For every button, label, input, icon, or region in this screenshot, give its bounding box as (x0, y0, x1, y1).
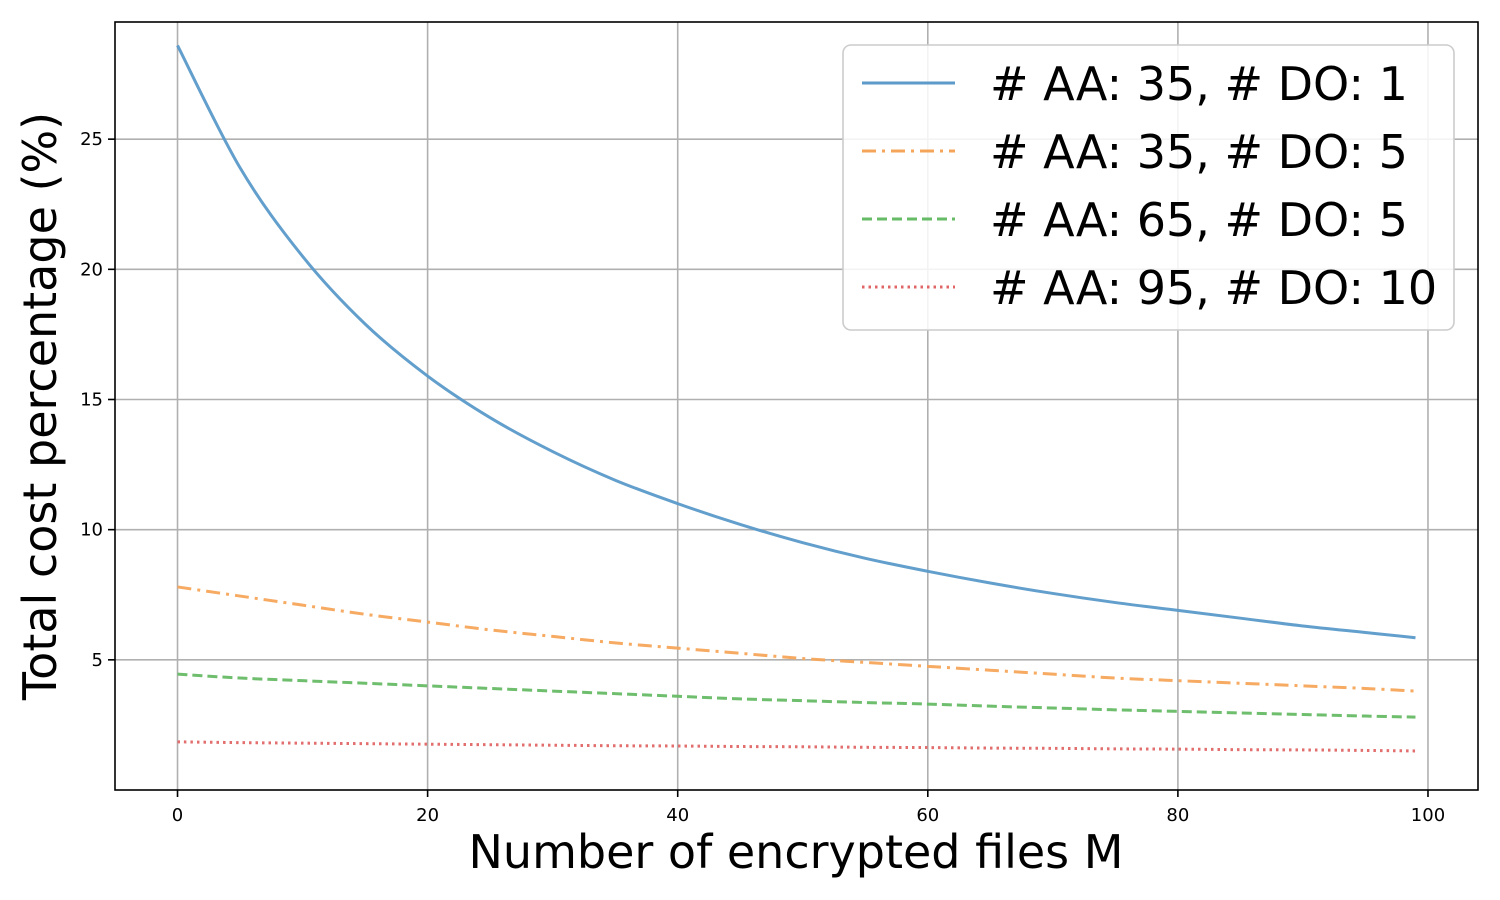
legend-box (842, 44, 1455, 331)
y-tick-label: 5 (92, 650, 103, 671)
x-tick-label: 20 (416, 805, 439, 826)
y-tick-label: 10 (80, 520, 103, 541)
plot-frame (114, 21, 1479, 791)
x-tick-label: 80 (1166, 805, 1189, 826)
x-tick-label: 0 (172, 805, 183, 826)
y-tick-label: 15 (80, 389, 103, 410)
legend-label-3: # AA: 65, # DO: 5 (990, 193, 1408, 247)
series-line-1 (176, 44, 1416, 640)
legend-label-4: # AA: 95, # DO: 10 (990, 261, 1437, 315)
axis-ticks: 0 20 40 60 80 100 5 10 15 20 25 (80, 129, 1445, 826)
legend-items: # AA: 35, # DO: 1 # AA: 35, # DO: 5 # AA: … (862, 57, 1437, 315)
x-tick-label: 100 (1411, 805, 1445, 826)
series-line-2 (177, 585, 1416, 693)
y-tick-label: 20 (80, 259, 103, 280)
legend-label-1: # AA: 35, # DO: 1 (990, 57, 1408, 111)
series-line-4 (177, 740, 1416, 753)
series-lines (176, 44, 1416, 753)
series-line-3 (177, 672, 1416, 719)
x-axis-title: Number of encrypted files M (469, 825, 1124, 879)
legend-label-2: # AA: 35, # DO: 5 (990, 125, 1408, 179)
y-axis-title: Total cost percentage (%) (13, 112, 67, 701)
x-tick-label: 40 (666, 805, 689, 826)
y-tick-label: 25 (80, 129, 103, 150)
x-tick-label: 60 (916, 805, 939, 826)
legend: # AA: 35, # DO: 1 # AA: 35, # DO: 5 # AA: … (842, 44, 1455, 331)
